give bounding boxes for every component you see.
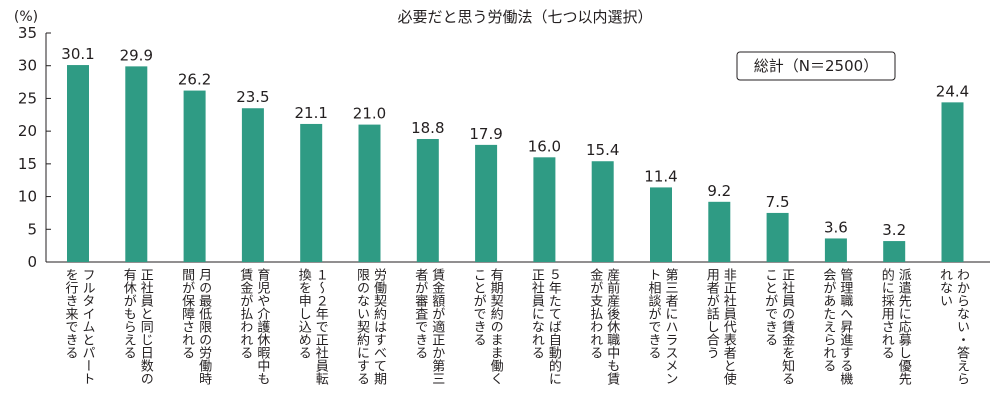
- total-note-text: 総計（N＝2500）: [754, 57, 878, 75]
- category-label: れない: [937, 268, 953, 307]
- category-label: 労働契約はすべて期: [371, 268, 387, 386]
- data-label: 15.4: [586, 141, 619, 159]
- y-axis-unit: (%): [14, 9, 38, 25]
- category-label: 育児や介護休暇中も: [254, 267, 270, 385]
- y-tick-label: 0: [27, 253, 37, 271]
- category-label: ト相談ができる: [646, 268, 662, 359]
- y-tick-label: 5: [27, 220, 37, 238]
- data-label: 11.4: [644, 167, 677, 185]
- y-tick-label: 25: [18, 89, 37, 107]
- category-label: 者が審査できる: [412, 268, 428, 359]
- bar: [650, 187, 672, 262]
- bar: [883, 241, 906, 262]
- bar: [533, 157, 556, 262]
- data-label: 7.5: [766, 193, 790, 211]
- category-label: 用者が話し合う: [704, 268, 720, 359]
- category-label: フルタイムとパート: [80, 268, 96, 385]
- y-tick-label: 35: [18, 24, 37, 42]
- category-label: を行き来できる: [63, 268, 79, 359]
- bar: [358, 124, 381, 262]
- category-label: 管理職へ昇進する機: [837, 268, 853, 385]
- category-label: 賃金が払われる: [237, 268, 253, 359]
- bar: [824, 238, 847, 262]
- bars: [67, 65, 964, 263]
- category-label: 有休がもらえる: [121, 268, 137, 359]
- data-label: 3.6: [824, 218, 848, 236]
- category-label: 有期契約のまま働く: [488, 268, 504, 385]
- y-tick-label: 10: [18, 188, 37, 206]
- category-label: 間が保障される: [179, 268, 195, 359]
- bar: [125, 66, 148, 263]
- data-label: 24.4: [936, 82, 969, 100]
- bar: [300, 123, 323, 263]
- data-label: 30.1: [61, 45, 94, 63]
- y-tick-label: 15: [18, 155, 37, 173]
- data-label: 16.0: [528, 137, 561, 155]
- bar: [67, 65, 89, 262]
- bar: [941, 102, 964, 263]
- category-label: 産前産後休職中も賃: [604, 267, 620, 386]
- category-label: 正社員の賃金を知る: [779, 268, 795, 385]
- bar: [766, 212, 789, 262]
- data-label: 9.2: [707, 182, 731, 200]
- bar: [475, 144, 498, 262]
- data-label: 23.5: [236, 88, 269, 106]
- category-label: １～２年で正社員転: [313, 268, 329, 386]
- y-tick-label: 20: [18, 122, 37, 140]
- chart-title: 必要だと思う労働法（七つ以内選択）: [397, 8, 652, 26]
- category-label: 正社員と同じ日数の: [138, 268, 154, 385]
- category-label: 非正社員代表者と使: [721, 268, 737, 385]
- category-label: ことができる: [762, 268, 778, 346]
- category-label: 派遣先に応募し優先: [896, 268, 912, 386]
- bar: [241, 108, 264, 262]
- bar: [708, 201, 731, 262]
- data-label: 26.2: [178, 71, 211, 89]
- category-label: 限のない契約にする: [354, 268, 370, 385]
- data-label: 21.1: [294, 104, 327, 122]
- category-label: 月の最低限の労働時: [196, 268, 212, 385]
- data-label: 18.8: [411, 119, 444, 137]
- category-label: 的に採用される: [879, 267, 895, 359]
- category-label: わからない・答えら: [954, 268, 970, 385]
- category-label: 賃金額が適正か第三: [429, 268, 445, 385]
- category-label: 第三者にハラスメン: [663, 268, 679, 385]
- bar: [183, 90, 206, 262]
- category-label: ５年たてば自動的に: [546, 268, 562, 385]
- bar: [416, 138, 439, 262]
- total-note: 総計（N＝2500）: [736, 51, 896, 81]
- category-label: ことができる: [471, 268, 487, 346]
- data-labels: 30.1 29.9 26.2 23.5 21.1 21.0 18.8 17.9 16.0 15.4…: [61, 45, 969, 239]
- bar: [591, 161, 614, 262]
- category-label: 金が支払われる: [587, 267, 603, 359]
- data-label: 21.0: [353, 105, 386, 123]
- category-label: 正社員になれる: [529, 268, 545, 359]
- y-tick-label: 30: [18, 57, 37, 75]
- category-label: 換を申し込める: [296, 268, 312, 359]
- data-label: 17.9: [469, 125, 502, 143]
- data-label: 3.2: [882, 221, 906, 239]
- category-label: 会があたえられる: [820, 268, 836, 372]
- data-label: 29.9: [120, 46, 153, 64]
